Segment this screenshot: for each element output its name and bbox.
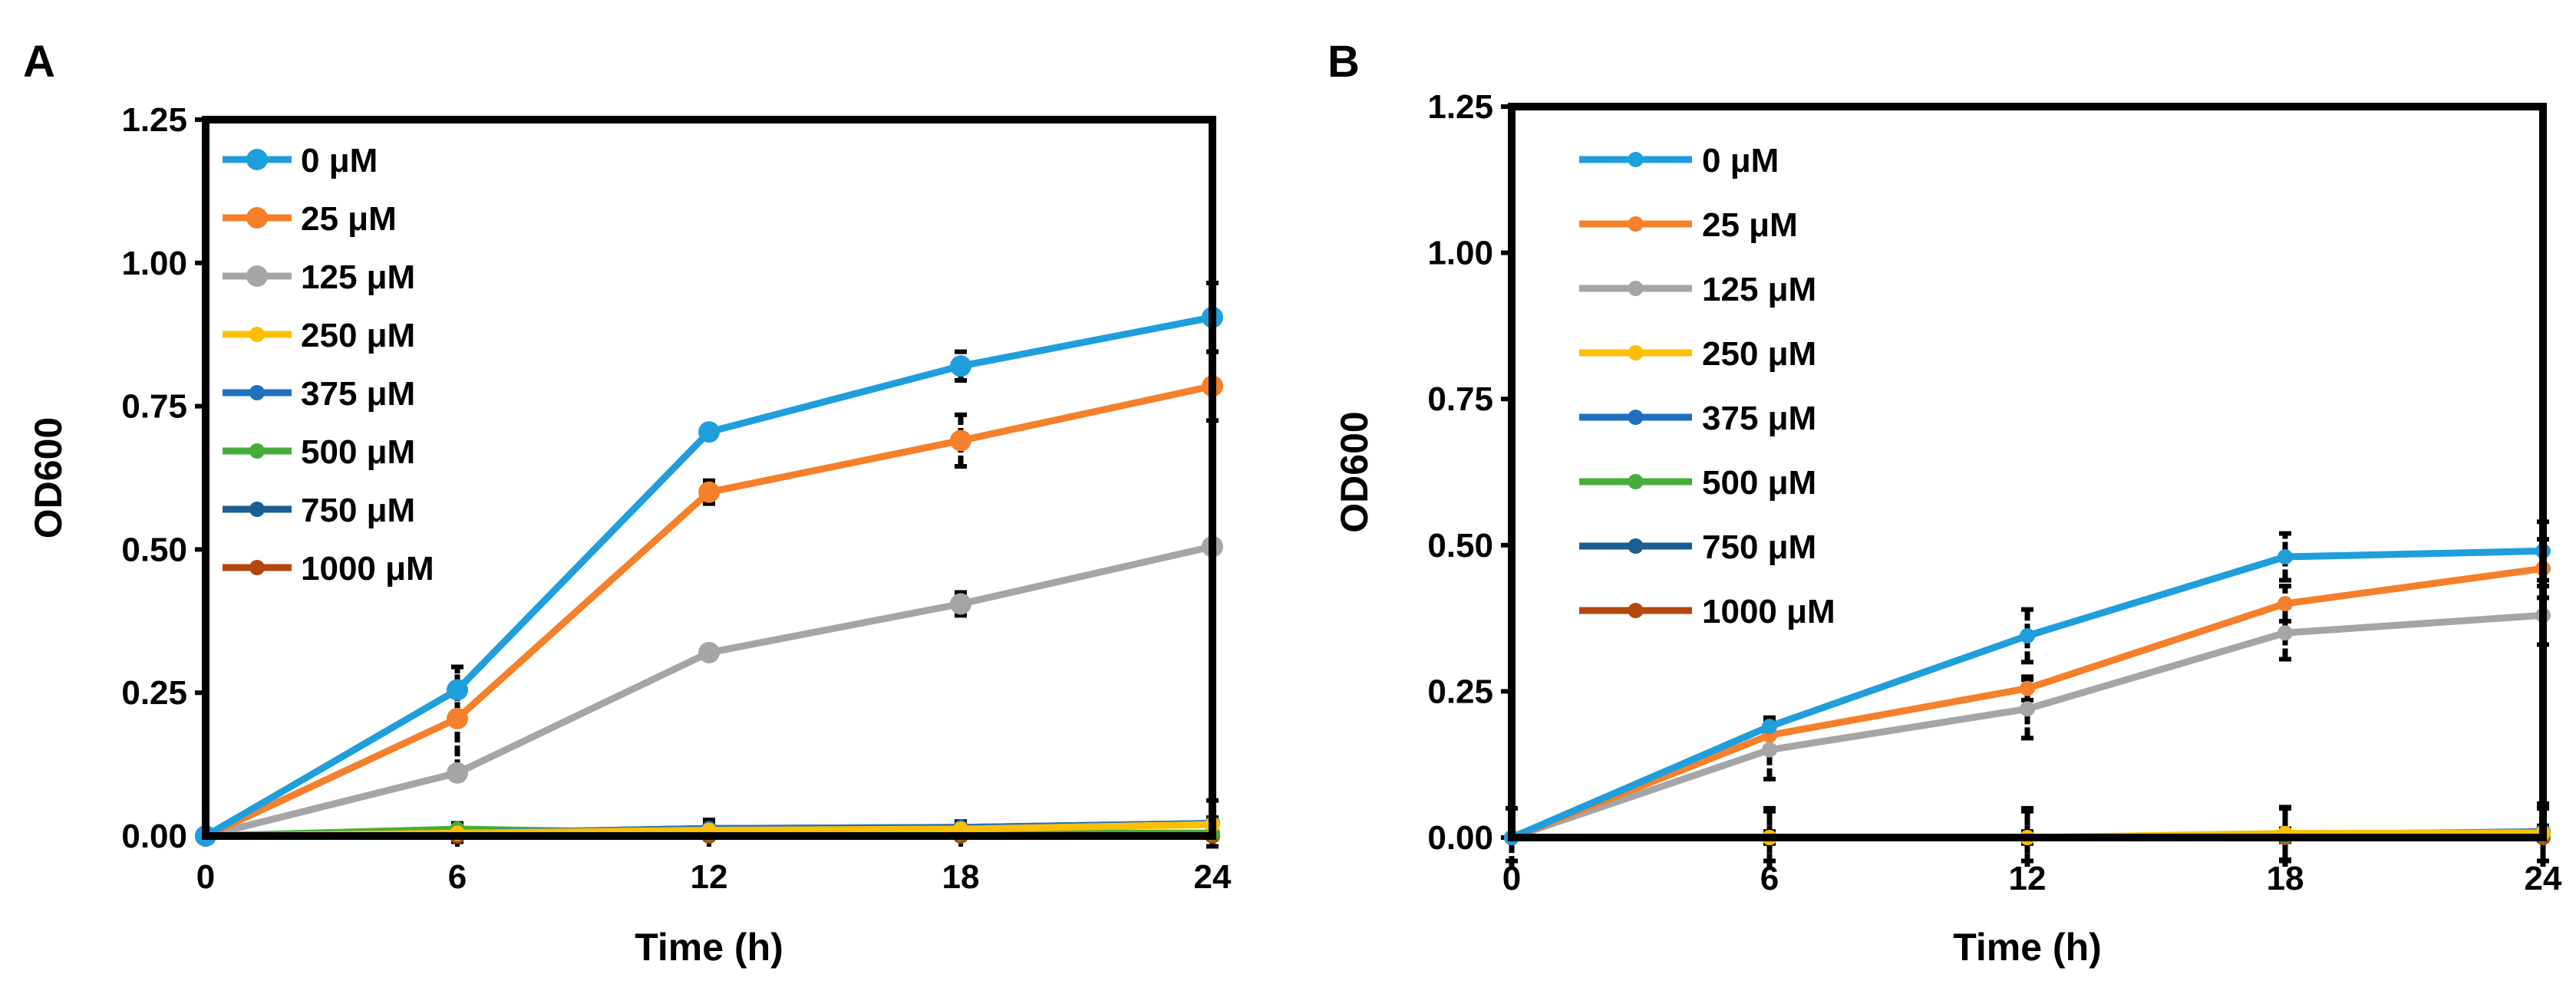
x-axis-label: Time (h) [1953, 926, 2102, 969]
x-tick-label: 12 [691, 858, 728, 896]
legend-marker [249, 560, 265, 575]
x-tick-label: 24 [1194, 858, 1232, 896]
legend-label: 25 μM [301, 200, 397, 238]
legend-label: 0 μM [301, 142, 378, 179]
data-point [2278, 596, 2293, 612]
data-point [2020, 701, 2035, 717]
legend-label: 750 μM [301, 492, 415, 529]
y-tick-label: 0.75 [121, 388, 187, 426]
legend-item: 250 μM [223, 317, 415, 354]
legend-marker [249, 327, 265, 342]
data-point [2020, 627, 2035, 643]
series-line [1510, 611, 2544, 841]
x-tick-label: 18 [942, 858, 980, 896]
data-point [2278, 549, 2293, 565]
legend-label: 250 μM [301, 317, 415, 354]
chart-panel-a: A 0.00 0.25 0.50 0.75 1.00 1.25 0 6 12 18 24 Time (h… [23, 37, 1232, 969]
panel-label: B [1328, 37, 1360, 87]
plot-frame [1508, 103, 2547, 841]
legend-label: 500 μM [1702, 464, 1816, 502]
legend-marker [246, 149, 268, 170]
legend-label: 125 μM [1702, 271, 1816, 308]
legend-label: 1000 μM [301, 550, 434, 588]
legend-item: 750 μM [1579, 528, 1816, 566]
legend: 0 μM 25 μM 125 μM 250 μM 375 μM 500 μM 750 μM 1… [1579, 142, 1836, 630]
y-tick-label: 0.50 [121, 531, 187, 568]
legend-marker [1628, 152, 1644, 167]
legend-marker [1628, 538, 1644, 554]
data-point [1762, 719, 1777, 735]
y-tick-label: 1.25 [1427, 88, 1493, 126]
data-point [447, 679, 468, 701]
legend-marker [249, 502, 265, 517]
legend-item: 250 μM [1579, 335, 1816, 373]
x-tick-label: 6 [448, 858, 467, 896]
legend-label: 250 μM [1702, 335, 1816, 373]
data-point [1762, 742, 1777, 758]
y-tick-label: 0.00 [121, 818, 187, 855]
legend-item: 500 μM [1579, 464, 1816, 502]
data-point [698, 481, 720, 503]
data-point [950, 355, 971, 377]
legend-label: 1000 μM [1702, 593, 1836, 630]
data-point [698, 641, 720, 663]
series-line [204, 543, 1213, 840]
legend-item: 1000 μM [223, 550, 434, 588]
legend-item: 125 μM [1579, 271, 1816, 308]
data-point [2278, 625, 2293, 641]
legend-label: 125 μM [301, 258, 415, 296]
y-tick-label: 1.00 [1427, 235, 1493, 272]
legend-marker [249, 385, 265, 400]
legend-item: 375 μM [1579, 400, 1816, 437]
legend-marker [1628, 603, 1644, 618]
legend-item: 25 μM [223, 200, 397, 238]
legend-marker [1628, 410, 1644, 425]
data-point [447, 707, 468, 729]
legend-label: 25 μM [1702, 206, 1798, 244]
legend-label: 375 μM [1702, 400, 1816, 437]
y-tick-label: 1.25 [121, 101, 187, 139]
legend-item: 25 μM [1579, 206, 1798, 244]
legend-item: 125 μM [223, 258, 415, 296]
y-axis-label: OD600 [1333, 411, 1376, 532]
y-tick-label: 0.75 [1427, 380, 1493, 418]
y-tick-label: 1.00 [121, 245, 187, 282]
data-point [698, 421, 720, 443]
x-axis-label: Time (h) [635, 926, 783, 969]
data-point [950, 593, 971, 615]
legend-marker [1628, 281, 1644, 296]
y-tick-label: 0.50 [1427, 527, 1493, 564]
legend-item: 1000 μM [1579, 593, 1836, 630]
legend-marker [1628, 216, 1644, 232]
legend-item: 750 μM [223, 492, 415, 529]
data-point [2020, 680, 2035, 696]
legend-item: 0 μM [223, 142, 378, 179]
legend-label: 0 μM [1702, 142, 1779, 179]
legend-marker [1628, 474, 1644, 489]
y-tick-label: 0.00 [1427, 819, 1493, 857]
x-tick-label: 0 [196, 858, 215, 896]
data-point [950, 430, 971, 452]
panel-label: A [23, 37, 55, 87]
legend-item: 375 μM [223, 375, 415, 413]
legend: 0 μM 25 μM 125 μM 250 μM 375 μM 500 μM 750 μM 1… [223, 142, 434, 588]
legend-marker [249, 443, 265, 459]
y-tick-label: 0.25 [121, 674, 187, 712]
legend-item: 0 μM [1579, 142, 1779, 179]
y-tick-label: 0.25 [1427, 673, 1493, 710]
plot-frame [202, 116, 1216, 840]
legend-item: 500 μM [223, 433, 415, 471]
legend-label: 750 μM [1702, 528, 1816, 566]
legend-marker [246, 265, 268, 287]
data-point [447, 762, 468, 784]
legend-marker [246, 207, 268, 229]
legend-label: 500 μM [301, 433, 415, 471]
legend-label: 375 μM [301, 375, 415, 413]
y-axis-label: OD600 [27, 417, 70, 538]
legend-marker [1628, 345, 1644, 360]
